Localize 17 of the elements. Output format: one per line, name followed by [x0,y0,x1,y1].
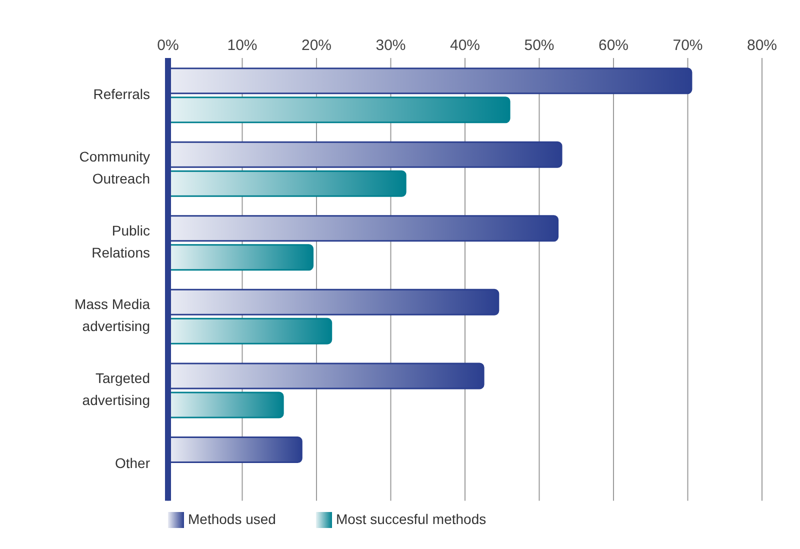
x-tick-label: 70% [672,37,703,54]
x-tick-label: 50% [524,37,554,54]
y-tick-label: Mass Media advertising [74,296,150,334]
y-tick-label: Public Relations [92,222,150,260]
x-tick-label: 10% [227,37,258,54]
y-tick-label: Referrals [93,86,150,102]
x-tick-label: 80% [746,37,778,54]
x-tick-label: 40% [450,37,480,54]
x-tick-label: 30% [376,37,406,54]
legend-label: Most succesful methods [336,510,486,527]
x-tick-label: 0% [157,37,179,54]
y-tick-label: Targeted advertising [82,370,150,408]
y-tick-label: Community Outreach [79,148,150,186]
legend-label: Methods used [188,510,276,527]
x-tick-label: 20% [301,37,332,54]
y-tick-label: Other [114,454,150,471]
x-tick-label: 60% [598,37,629,54]
